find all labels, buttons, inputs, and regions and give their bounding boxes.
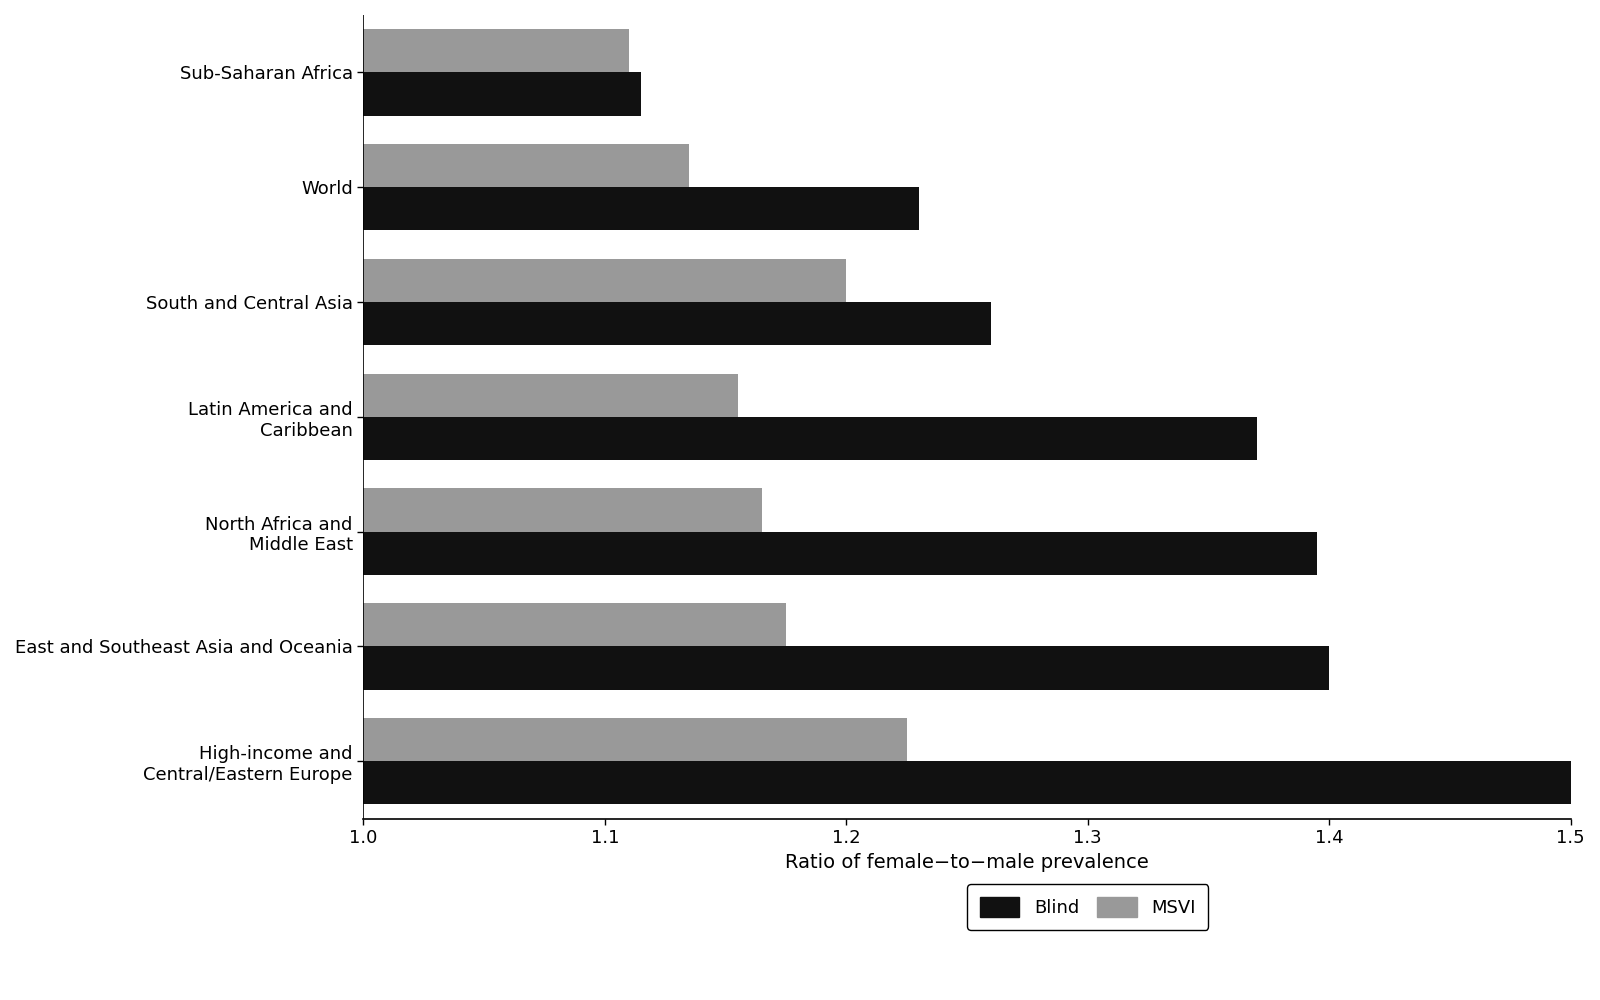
Bar bbox=[363, 144, 690, 187]
Bar bbox=[363, 603, 786, 646]
Bar bbox=[363, 72, 642, 116]
Bar bbox=[363, 187, 918, 230]
Bar bbox=[363, 488, 762, 532]
Bar bbox=[363, 532, 1317, 575]
Bar bbox=[363, 302, 990, 345]
Legend: Blind, MSVI: Blind, MSVI bbox=[966, 884, 1208, 930]
Bar bbox=[363, 646, 1330, 690]
Bar bbox=[363, 417, 1256, 460]
Bar bbox=[363, 29, 629, 72]
X-axis label: Ratio of female−to−male prevalence: Ratio of female−to−male prevalence bbox=[786, 852, 1149, 872]
Bar bbox=[363, 761, 1571, 804]
Bar bbox=[363, 374, 738, 417]
Bar bbox=[363, 259, 846, 302]
Bar bbox=[363, 718, 907, 761]
